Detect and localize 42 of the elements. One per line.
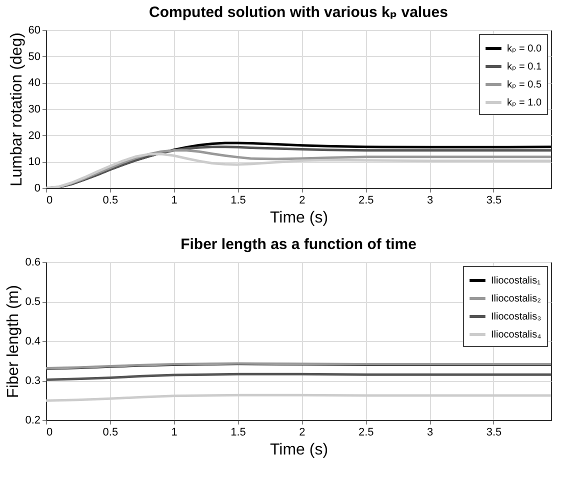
x-axis-title: Time (s) xyxy=(270,210,328,226)
x-tick-label: 0.5 xyxy=(102,194,118,206)
y-tick-label: 0 xyxy=(34,182,40,194)
y-tick-label: 0.4 xyxy=(25,336,40,348)
y-tick-label: 30 xyxy=(28,104,40,116)
legend-label: Iliocostalis₄ xyxy=(491,330,542,340)
x-tick-label: 1 xyxy=(171,426,178,438)
x-tick-label: 3 xyxy=(426,194,434,206)
legend-label: kₚ = 0.1 xyxy=(507,62,542,72)
x-tick-label: 2.5 xyxy=(358,426,374,438)
x-tick-label: 1 xyxy=(171,194,178,206)
x-tick-label: 3.5 xyxy=(486,426,502,438)
y-axis-title: Fiber length (m) xyxy=(5,285,22,398)
legend-label: Iliocostalis₁ xyxy=(491,276,542,286)
y-axis-title: Lumbar rotation (deg) xyxy=(8,32,26,186)
chart-title: Fiber length as a function of time xyxy=(180,236,416,253)
legend-label: kₚ = 0.5 xyxy=(507,80,542,90)
y-tick-label: 0.2 xyxy=(25,414,40,426)
y-tick-label: 0.5 xyxy=(25,296,40,308)
chart-title: Computed solution with various kₚ values xyxy=(149,4,448,21)
x-tick-label: 1.5 xyxy=(230,426,246,438)
legend-label: kₚ = 0.0 xyxy=(507,44,542,54)
x-tick-label: 3.5 xyxy=(486,194,502,206)
y-tick-label: 50 xyxy=(28,50,40,63)
legend-label: Iliocostalis₂ xyxy=(491,294,542,304)
x-tick-label: 2.5 xyxy=(358,194,374,206)
y-tick-label: 0.3 xyxy=(25,375,40,387)
x-tick-label: 1.5 xyxy=(230,194,246,206)
x-tick-label: 0.5 xyxy=(102,426,118,438)
x-axis-title: Time (s) xyxy=(270,442,328,458)
x-tick-label: 0 xyxy=(46,426,53,438)
y-tick-label: 60 xyxy=(28,24,40,36)
y-tick-label: 10 xyxy=(28,156,40,168)
legend-label: Iliocostalis₃ xyxy=(491,312,542,322)
x-tick-label: 0 xyxy=(46,194,53,206)
x-tick-label: 2 xyxy=(299,426,306,438)
x-tick-label: 2 xyxy=(299,194,306,206)
x-tick-label: 3 xyxy=(426,426,434,438)
legend-label: kₚ = 1.0 xyxy=(507,98,542,108)
y-tick-label: 40 xyxy=(28,77,40,90)
y-tick-label: 20 xyxy=(28,130,40,142)
y-tick-label: 0.6 xyxy=(25,256,40,268)
